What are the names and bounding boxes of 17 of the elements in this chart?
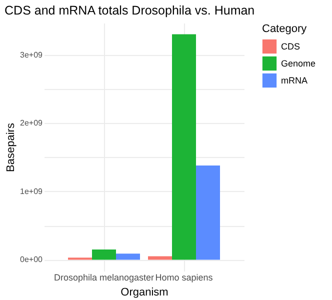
x-axis-title: Organism	[120, 286, 168, 298]
bar	[196, 165, 220, 260]
x-tick-label: Homo sapiens	[155, 272, 214, 282]
x-tick-label: Drosophila melanogaster	[54, 272, 154, 282]
y-tick-label: 3e+09	[20, 50, 44, 60]
chart-title: CDS and mRNA totals Drosophila vs. Human	[4, 4, 255, 18]
y-tick-label: 2e+09	[20, 118, 44, 128]
y-tick-label: 1e+09	[20, 186, 44, 196]
legend-label: Genome	[281, 58, 316, 68]
legend-label: CDS	[281, 42, 300, 52]
bar	[116, 254, 140, 260]
bar	[92, 249, 116, 260]
bar	[172, 34, 196, 260]
legend-label: mRNA	[281, 76, 308, 86]
legend-title: Category	[262, 23, 308, 35]
y-tick-label: 0e+00	[20, 255, 44, 264]
y-axis-title: Basepairs	[5, 122, 18, 172]
